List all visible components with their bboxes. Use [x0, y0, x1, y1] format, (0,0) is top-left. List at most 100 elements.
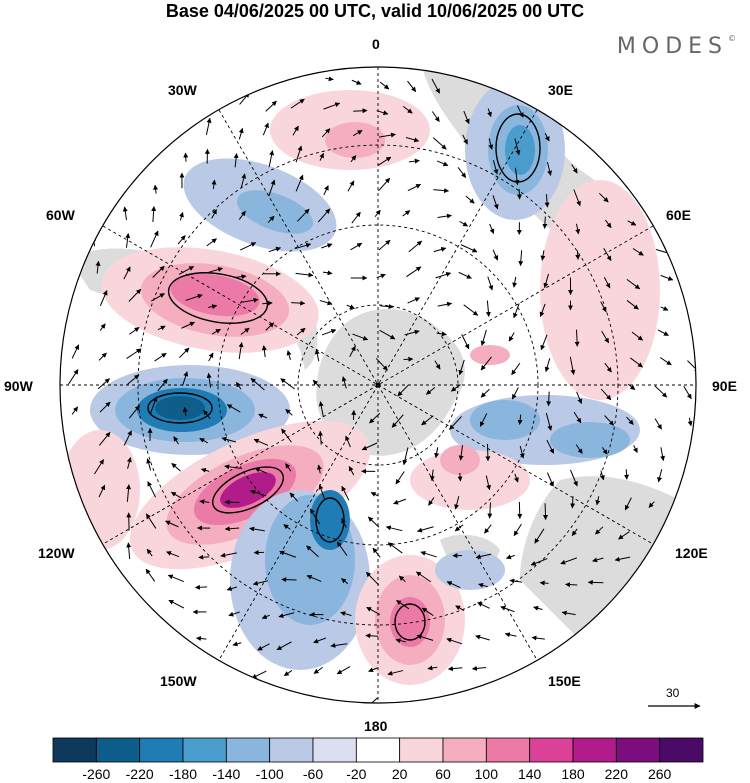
colorbar-swatch [182, 737, 227, 763]
wind-vector [434, 447, 440, 459]
wind-vectors [68, 76, 696, 703]
wind-vector [279, 550, 297, 558]
wind-vector [349, 345, 356, 358]
wind-vector [573, 411, 582, 424]
wind-vector [599, 470, 605, 481]
wind-vector [395, 471, 405, 485]
wind-vector [654, 418, 662, 430]
wind-vector [543, 273, 549, 289]
colorbar-tick-label: -20 [346, 766, 367, 782]
wind-vector [312, 379, 321, 388]
wind-vector [570, 469, 578, 487]
colorbar-swatch [572, 737, 617, 763]
wind-vector [433, 246, 447, 253]
wind-vector [122, 206, 128, 221]
lon-label-180: 180 [364, 718, 388, 734]
wind-vector [485, 300, 491, 317]
wind-vector [509, 578, 522, 584]
colorbar-swatch [529, 737, 574, 763]
wind-vector [458, 271, 472, 279]
wind-vector [317, 464, 322, 474]
wind-vector [429, 469, 435, 482]
wind-vector [432, 137, 447, 150]
wind-vector [511, 362, 521, 376]
wind-vector [434, 360, 441, 370]
wind-vector [462, 134, 468, 145]
wind-vector [560, 557, 578, 565]
wind-vector [366, 606, 381, 615]
wind-vector [234, 274, 247, 280]
wind-vector [306, 545, 319, 558]
wind-vector [592, 557, 604, 563]
wind-vector [428, 497, 435, 506]
lon-label-120w: 120W [38, 545, 75, 561]
wind-vector [126, 484, 132, 502]
colorbar-tick-label: 100 [474, 766, 499, 782]
wind-vector [375, 358, 388, 371]
wind-vector [145, 568, 156, 582]
wind-vector [492, 195, 499, 210]
wind-vector [95, 260, 101, 274]
lon-label-30w: 30W [168, 82, 197, 98]
wind-vector [203, 409, 211, 419]
colorbar-tick-label: 140 [517, 766, 542, 782]
wind-vector [233, 153, 239, 168]
wind-vector [514, 167, 520, 186]
wind-vector [446, 581, 461, 589]
wind-vector [687, 360, 696, 373]
wind-vector [575, 223, 581, 235]
wind-vector [185, 293, 203, 301]
wind-vector [182, 407, 188, 416]
wind-vector [660, 306, 669, 311]
wind-vector [318, 401, 324, 418]
wind-vector [265, 322, 275, 331]
wind-vector [595, 496, 601, 506]
wind-vector [513, 303, 520, 319]
wind-vector [465, 195, 475, 204]
wind-vector [240, 327, 250, 335]
wind-vector [71, 406, 79, 415]
wind-vector [436, 331, 447, 337]
colorbar-tick-label: 260 [647, 766, 672, 782]
wind-vector [268, 246, 282, 253]
wind-vector [600, 388, 612, 401]
wind-vector [68, 369, 79, 385]
wind-vector [128, 288, 142, 302]
wind-vector [447, 666, 463, 672]
wind-vector [576, 391, 583, 404]
colorbar-tick-label: -60 [302, 766, 324, 782]
wind-vector [561, 610, 576, 616]
colorbar-tick-label: 180 [561, 766, 585, 782]
wind-vector [403, 356, 414, 362]
wind-vector [99, 323, 106, 331]
wind-vector [150, 396, 158, 414]
wind-vector [574, 329, 580, 347]
wind-vector [207, 304, 218, 310]
colorbar-swatch [312, 737, 357, 763]
wind-vector [250, 377, 265, 391]
wind-vector [519, 445, 525, 459]
reference-vector-label: 30 [666, 686, 680, 700]
wind-vector [211, 179, 217, 190]
wind-vector [198, 554, 210, 560]
wind-vector [487, 108, 492, 118]
lon-label-150e: 150E [548, 673, 581, 689]
wind-vector [633, 445, 638, 454]
wind-vector [463, 304, 479, 316]
wind-vector [431, 78, 441, 94]
wind-vector [281, 577, 297, 583]
wind-vector [369, 412, 381, 424]
wind-vector [206, 372, 212, 388]
wind-vector [291, 300, 306, 306]
lon-label-150w: 150W [160, 673, 197, 689]
wind-vector [500, 605, 515, 613]
wind-vector [295, 242, 312, 250]
wind-vector [123, 266, 131, 280]
wind-vector [407, 80, 417, 93]
wind-vector [295, 272, 314, 278]
wind-vector [603, 277, 611, 289]
wind-vector [657, 329, 669, 336]
wind-vector [517, 501, 523, 520]
wind-vector [313, 666, 323, 674]
